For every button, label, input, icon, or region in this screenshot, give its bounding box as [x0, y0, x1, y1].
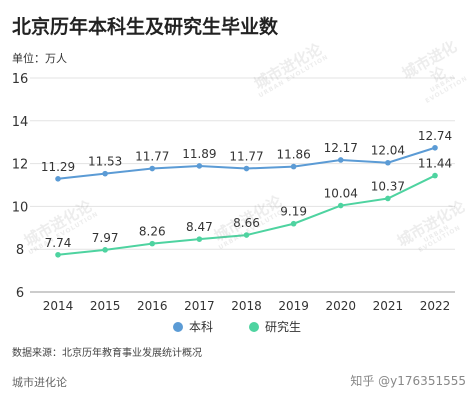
data-source-note: 数据来源：北京历年教育事业发展统计概况: [12, 348, 202, 359]
y-tick-label: 10: [12, 200, 29, 215]
x-tick-label: 2016: [137, 299, 168, 313]
line-chart: 6 8 10 12 14 16 2014 2015 2016 2017 2018 2019 2020 2…: [12, 72, 455, 313]
data-point[interactable]: [196, 163, 203, 169]
data-label: 8.26: [139, 225, 166, 239]
x-tick-label: 2017: [184, 299, 215, 313]
x-tick-label: 2020: [325, 299, 356, 313]
x-tick-label: 2021: [373, 299, 404, 313]
legend-dot-undergrad: [172, 321, 183, 332]
legend-item-grad[interactable]: 研究生: [249, 318, 301, 335]
data-point[interactable]: [243, 232, 250, 238]
x-tick-label: 2014: [43, 299, 74, 313]
y-tick-label: 6: [16, 286, 24, 301]
x-tick-label: 2015: [90, 299, 121, 313]
data-label: 10.04: [324, 187, 358, 201]
legend-label-undergrad: 本科: [188, 320, 213, 334]
data-point[interactable]: [432, 172, 438, 179]
data-label: 12.04: [371, 144, 405, 158]
data-point[interactable]: [290, 163, 297, 170]
data-point[interactable]: [385, 159, 391, 166]
x-tick-label: 2022: [420, 299, 451, 313]
data-label: 8.66: [233, 216, 260, 230]
data-point[interactable]: [149, 165, 156, 172]
footer-credit: 知乎 @y176351555: [350, 374, 466, 388]
data-label: 11.44: [418, 157, 452, 171]
data-point[interactable]: [102, 170, 108, 177]
y-tick-label: 8: [16, 243, 24, 258]
data-point[interactable]: [196, 236, 203, 242]
y-tick-label: 14: [12, 115, 29, 130]
data-point[interactable]: [55, 251, 61, 258]
data-label: 11.77: [229, 150, 263, 164]
y-tick-label: 16: [12, 72, 29, 87]
data-label: 12.17: [324, 141, 358, 155]
data-label: 7.74: [45, 236, 72, 250]
data-label: 7.97: [92, 231, 119, 245]
legend-label-grad: 研究生: [265, 320, 302, 334]
data-point[interactable]: [243, 165, 250, 172]
data-point[interactable]: [337, 157, 344, 163]
data-label: 12.74: [418, 129, 452, 143]
data-label: 9.19: [280, 205, 307, 219]
data-point[interactable]: [337, 202, 344, 209]
data-label: 11.86: [276, 148, 310, 162]
data-label: 11.89: [182, 147, 216, 161]
unit-label: 单位：万人: [12, 52, 67, 65]
y-tick-label: 12: [12, 158, 29, 173]
legend-item-undergrad[interactable]: 本科: [172, 318, 213, 335]
data-label: 11.53: [88, 155, 122, 169]
legend-dot-grad: [249, 321, 259, 332]
data-point[interactable]: [55, 175, 61, 182]
data-point[interactable]: [149, 240, 156, 247]
data-label: 11.77: [135, 150, 169, 164]
chart-title: 北京历年本科生及研究生毕业数: [12, 16, 279, 38]
footer-brand: 城市进化论: [12, 376, 67, 389]
data-point[interactable]: [102, 247, 108, 253]
data-point[interactable]: [290, 220, 297, 227]
data-point[interactable]: [385, 195, 391, 202]
data-label: 8.47: [186, 220, 213, 234]
chart-legend: 本科 研究生: [0, 318, 474, 335]
data-label: 10.37: [371, 179, 405, 193]
data-label: 11.29: [41, 160, 75, 174]
x-tick-label: 2019: [278, 299, 309, 313]
data-point[interactable]: [432, 144, 438, 151]
x-tick-label: 2018: [231, 299, 262, 313]
